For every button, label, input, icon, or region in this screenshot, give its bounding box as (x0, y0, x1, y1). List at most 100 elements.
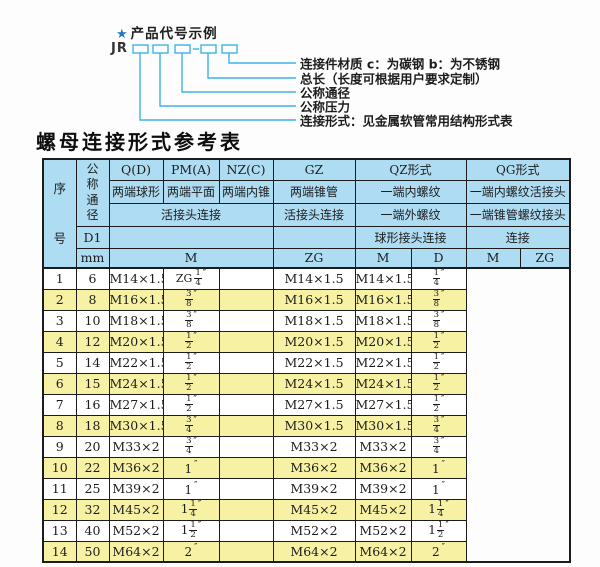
dn-cell: 12 (75, 330, 110, 353)
d1-header: D1 (75, 225, 110, 249)
gz-zg-cell: 3 4 ″ (162, 435, 220, 458)
qg-m-cell: M22×1.5 (354, 351, 412, 374)
header-row-4: D1 球形接头连接 连接 (43, 225, 571, 249)
code-boxes-connector (132, 44, 296, 121)
qz-m-cell (218, 519, 274, 542)
qz-d-cell: M36×2 (272, 456, 356, 479)
dn-cell: 25 (75, 477, 110, 500)
qz-d-cell: M52×2 (272, 519, 356, 542)
qz-d-cell: M16×1.5 (272, 288, 356, 311)
gz-zg-cell: 1 1 2 ″ (162, 519, 220, 542)
seq-cell: 2 (42, 288, 77, 311)
qg-connection-header: 连接 (465, 225, 571, 249)
product-code-diagram: ★ 产品代号示例 JR 连接件材质 c：为碳钢 b：为不锈钢 总长（长度可根据用户… (0, 0, 600, 129)
diagram-title: ★ 产品代号示例 (116, 22, 218, 42)
qg-m-cell: M64×2 (354, 540, 412, 563)
qg-m-cell: M52×2 (354, 519, 412, 542)
qz-m-cell (218, 540, 274, 563)
qz-d-cell: M14×1.5 (272, 267, 356, 290)
qg-m-cell: M45×2 (354, 498, 412, 521)
header-row-3: 活接头连接 活接头连接 一端外螺纹 一端锥管螺纹接头 (43, 202, 571, 227)
m-cell: M22×1.5 (108, 351, 164, 374)
table-title: 螺母连接形式参考表 (36, 130, 243, 154)
qz-d-cell: M18×1.5 (272, 309, 356, 332)
code-label-material: 连接件材质 c：为碳钢 b：为不锈钢 (300, 56, 501, 72)
connector-line (181, 53, 296, 93)
gz-zg-cell: 1 2 ″ (162, 351, 220, 374)
header-row-2: 两端球形 两端平面 两端内锥 两端锥管 一端内螺纹 一端内螺纹活接头 (43, 179, 571, 204)
qz-m-cell (218, 477, 274, 500)
empty-cell (108, 225, 274, 249)
qz-m-cell (218, 330, 274, 353)
qz-d-cell: M30×1.5 (272, 414, 356, 437)
connector-line (139, 53, 296, 121)
seq-cell: 9 (42, 435, 77, 458)
col-header-pm: PM(A) (162, 158, 220, 181)
dn-cell: 16 (75, 393, 110, 416)
m-cell: M39×2 (108, 477, 164, 500)
qg-m-cell: M16×1.5 (354, 288, 412, 311)
qz-m-cell (218, 498, 274, 521)
qz-d-cell: M64×2 (272, 540, 356, 563)
seq-cell: 3 (42, 309, 77, 332)
seq-cell: 10 (42, 456, 77, 479)
seq-cell: 1 (42, 267, 77, 290)
qz-d-cell: M39×2 (272, 477, 356, 500)
diagram-title-text: 产品代号示例 (130, 26, 218, 42)
q-subheader: 两端球形 (108, 179, 164, 204)
gz-zg-cell: 1 2 ″ (162, 330, 220, 353)
gz-connection-header: 活接头连接 (272, 202, 356, 227)
zg-header-gz: ZG (272, 247, 356, 269)
seq-cell: 13 (42, 519, 77, 542)
m-cell: M27×1.5 (108, 393, 164, 416)
qg-m-cell: M20×1.5 (354, 330, 412, 353)
dn-label: 公称通径 (86, 161, 99, 223)
code-label-connection: 连接形式：见金属软管常用结构形式表 (300, 113, 513, 129)
table-row: 10 22 M36×2 1 ″ M36×2 M36×2 1 ″ (42, 456, 570, 479)
code-box (152, 44, 169, 54)
qg-subheader: 一端内螺纹活接头 (465, 179, 571, 204)
qz-d-cell: M33×2 (272, 435, 356, 458)
qg-zg-cell: 3 8 ″ (410, 288, 467, 311)
qg-zg-cell: 2 ″ (410, 540, 467, 563)
col-header-qz: QZ形式 (354, 158, 467, 181)
m-cell: M45×2 (108, 498, 164, 521)
connector-line (159, 53, 296, 107)
qg-m-cell: M33×2 (354, 435, 412, 458)
gz-zg-cell: 1 1 4 ″ (162, 498, 220, 521)
mm-header: mm (75, 247, 110, 269)
gz-zg-cell: ZG 1 4 ″ (162, 267, 220, 290)
d-header-qz: D (410, 247, 467, 269)
seq-cell: 4 (42, 330, 77, 353)
table-row: 12 32 M45×2 1 1 4 ″ M45×2 M45×2 1 1 4 ″ (42, 498, 570, 521)
seq-cell: 14 (42, 540, 77, 563)
qz-m-cell (218, 372, 274, 395)
col-header-seq: 序号 (42, 158, 77, 269)
qz-d-cell: M27×1.5 (272, 393, 356, 416)
m-header-qz: M (354, 247, 412, 269)
zg-header-qg: ZG (519, 247, 571, 269)
gz-zg-cell: 1 2 ″ (162, 393, 220, 416)
m-cell: M33×2 (108, 435, 164, 458)
table-row: 9 20 M33×2 3 4 ″ M33×2 M33×2 3 4 ″ (42, 435, 570, 458)
qg-m-cell: M36×2 (354, 456, 412, 479)
table-row: 3 10 M18×1.5 3 8 ″ M18×1.5 M18×1.5 3 8 ″ (42, 309, 570, 332)
qg-m-cell: M27×1.5 (354, 393, 412, 416)
qg-zg-cell: 1 2 ″ (410, 372, 467, 395)
gz-zg-cell: 1 2 ″ (162, 372, 220, 395)
qz-d-cell: M20×1.5 (272, 330, 356, 353)
m-cell: M16×1.5 (108, 288, 164, 311)
table-row: 2 8 M16×1.5 3 8 ″ M16×1.5 M16×1.5 3 8 ″ (42, 288, 570, 311)
dn-cell: 32 (75, 498, 110, 521)
qg-zg-cell: 3 4 ″ (410, 414, 467, 437)
table-row: 5 14 M22×1.5 1 2 ″ M22×1.5 M22×1.5 1 2 ″ (42, 351, 570, 374)
star-icon: ★ (116, 27, 129, 42)
table-header: 序号 公称通径 Q(D) PM(A) NZ(C) GZ QZ形式 QG形式 两端… (42, 158, 571, 269)
qz-connection-header: 球形接头连接 (354, 225, 467, 249)
qg-m-cell: M30×1.5 (354, 414, 412, 437)
m-cell: M20×1.5 (108, 330, 164, 353)
code-box (132, 44, 149, 54)
qz-d-cell: M45×2 (272, 498, 356, 521)
code-label-length: 总长（长度可根据用户要求定制） (300, 71, 488, 87)
qz-subheader: 一端内螺纹 (354, 179, 467, 204)
